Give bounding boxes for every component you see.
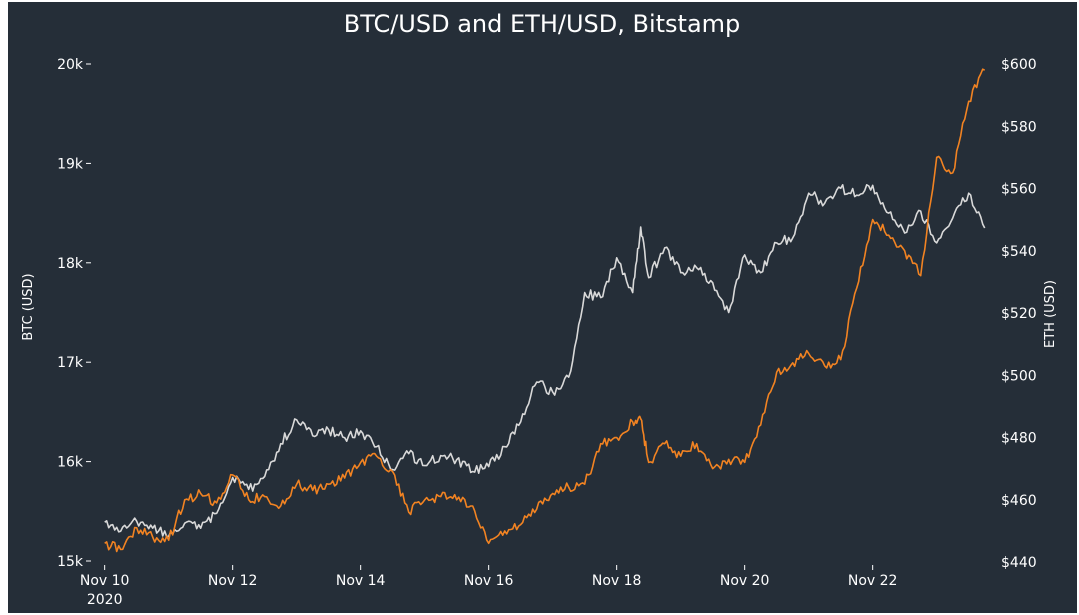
y-right-tick-label: $520: [1001, 306, 1037, 322]
line-chart: BTC/USD and ETH/USD, Bitstamp 15k16k17k1…: [21, 10, 1058, 608]
eth-series-line: [104, 68, 986, 553]
y-right-tick-label: $500: [1001, 368, 1037, 384]
y-right-tick-label: $460: [1001, 493, 1037, 509]
y-left-tick-label: 19k: [57, 156, 84, 172]
y-left-tick-label: 17k: [57, 355, 84, 371]
x-tick-sublabel: 2020: [87, 592, 123, 608]
series-layer: [104, 68, 986, 553]
y-right-tick-label: $560: [1001, 182, 1037, 198]
y-right-tick-label: $600: [1001, 57, 1037, 73]
x-tick-label: Nov 16: [464, 573, 514, 589]
y-left-tick-label: 15k: [57, 554, 84, 570]
x-tick-label: Nov 10: [80, 573, 130, 589]
btc-series-line: [104, 184, 986, 538]
axes-layer: 15k 16k 17k 18k 19k 20k $440 $460 $480 $500 $520 $5…: [57, 57, 1037, 608]
y-right-tick-label: $440: [1001, 555, 1037, 571]
y-axis-left-title: BTC (USD): [21, 273, 36, 340]
y-left-tick-label: 18k: [57, 256, 84, 272]
y-right-tick-label: $480: [1001, 431, 1037, 447]
x-tick-label: Nov 20: [720, 573, 770, 589]
x-tick-label: Nov 14: [336, 573, 386, 589]
chart-frame: BTC/USD and ETH/USD, Bitstamp 15k 16k 17k 1…: [8, 2, 1077, 613]
y-right-tick-label: $540: [1001, 244, 1037, 260]
x-tick-label: Nov 22: [848, 573, 898, 589]
y-axis-right-title: ETH (USD): [1043, 280, 1058, 348]
y-left-tick-label: 16k: [57, 455, 84, 471]
y-left-tick-label: 20k: [57, 57, 84, 73]
y-right-tick-label: $580: [1001, 119, 1037, 135]
chart-title: BTC/USD and ETH/USD, Bitstamp: [344, 10, 741, 38]
x-tick-label: Nov 18: [592, 573, 642, 589]
x-tick-label: Nov 12: [208, 573, 258, 589]
